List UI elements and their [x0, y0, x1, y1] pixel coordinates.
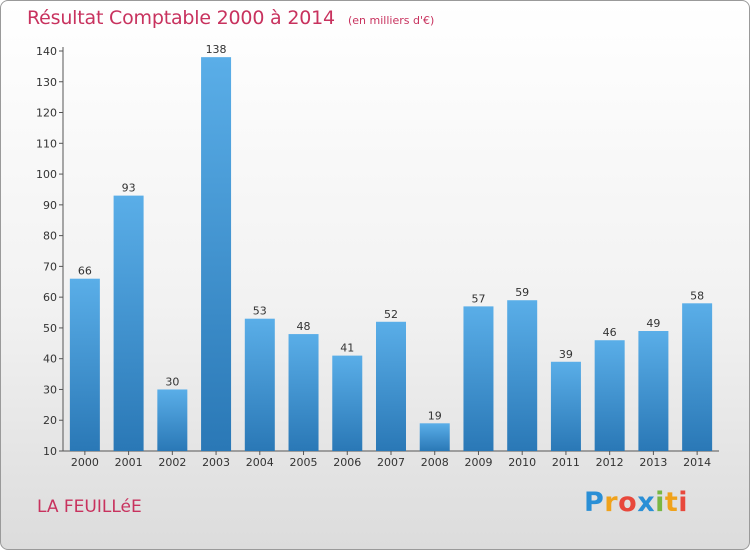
x-tick-label: 2006: [333, 456, 361, 469]
data-label: 30: [165, 375, 179, 388]
bar: [332, 355, 363, 451]
place-name: LA FEUILLéE: [37, 497, 142, 517]
x-tick-label: 2003: [202, 456, 230, 469]
data-label: 46: [603, 326, 617, 339]
x-tick-label: 2009: [464, 456, 492, 469]
x-tick-label: 2012: [596, 456, 624, 469]
proxiti-logo[interactable]: Proxiti: [584, 487, 688, 518]
y-tick-label: 60: [43, 291, 57, 304]
data-label: 52: [384, 308, 398, 321]
x-tick-label: 2001: [115, 456, 143, 469]
data-label: 19: [428, 409, 442, 422]
data-label: 93: [122, 182, 136, 195]
bar: [113, 195, 144, 451]
x-tick-label: 2013: [639, 456, 667, 469]
y-tick-label: 130: [36, 76, 57, 89]
y-tick-label: 20: [43, 414, 57, 427]
data-label: 49: [646, 317, 660, 330]
x-tick-label: 2007: [377, 456, 405, 469]
bar: [594, 340, 625, 451]
x-tick-label: 2010: [508, 456, 536, 469]
bar: [157, 389, 188, 451]
x-tick-label: 2008: [421, 456, 449, 469]
x-tick-label: 2002: [158, 456, 186, 469]
y-tick-label: 70: [43, 260, 57, 273]
data-label: 66: [78, 265, 92, 278]
bar: [376, 321, 406, 451]
logo-letter: o: [618, 487, 638, 518]
logo-letter: x: [637, 487, 656, 518]
logo-letter: r: [604, 487, 619, 518]
bar: [419, 423, 450, 451]
y-tick-label: 120: [36, 107, 57, 120]
bar: [463, 306, 494, 451]
x-tick-label: 2005: [290, 456, 318, 469]
data-label: 58: [690, 289, 704, 302]
bar: [201, 57, 232, 452]
y-tick-label: 50: [43, 322, 57, 335]
x-tick-label: 2011: [552, 456, 580, 469]
logo-letter: t: [664, 487, 679, 518]
bar: [550, 361, 581, 451]
bar: [69, 278, 100, 451]
data-label: 39: [559, 348, 573, 361]
data-label: 57: [471, 292, 485, 305]
y-tick-label: 10: [43, 445, 57, 458]
x-tick-label: 2014: [683, 456, 711, 469]
y-tick-label: 110: [36, 137, 57, 150]
data-label: 138: [206, 43, 227, 56]
logo-letter: i: [678, 487, 689, 518]
title-row: Résultat Comptable 2000 à 2014 (en milli…: [27, 7, 434, 29]
chart-title: Résultat Comptable 2000 à 2014: [27, 7, 335, 29]
bar: [682, 303, 713, 451]
logo-letter: P: [584, 487, 605, 518]
y-tick-label: 140: [36, 45, 57, 58]
y-tick-label: 90: [43, 199, 57, 212]
y-tick-label: 80: [43, 230, 57, 243]
data-label: 59: [515, 286, 529, 299]
x-tick-label: 2000: [71, 456, 99, 469]
bar: [288, 334, 319, 451]
y-tick-label: 100: [36, 168, 57, 181]
data-label: 48: [297, 320, 311, 333]
data-label: 53: [253, 305, 267, 318]
x-tick-label: 2004: [246, 456, 274, 469]
logo-letter: i: [655, 487, 665, 518]
y-tick-label: 30: [43, 383, 57, 396]
data-label: 41: [340, 342, 354, 355]
bar: [638, 331, 669, 451]
y-tick-label: 40: [43, 353, 57, 366]
bar: [244, 318, 275, 451]
bar: [507, 300, 538, 451]
chart-subtitle: (en milliers d'€): [347, 14, 435, 27]
